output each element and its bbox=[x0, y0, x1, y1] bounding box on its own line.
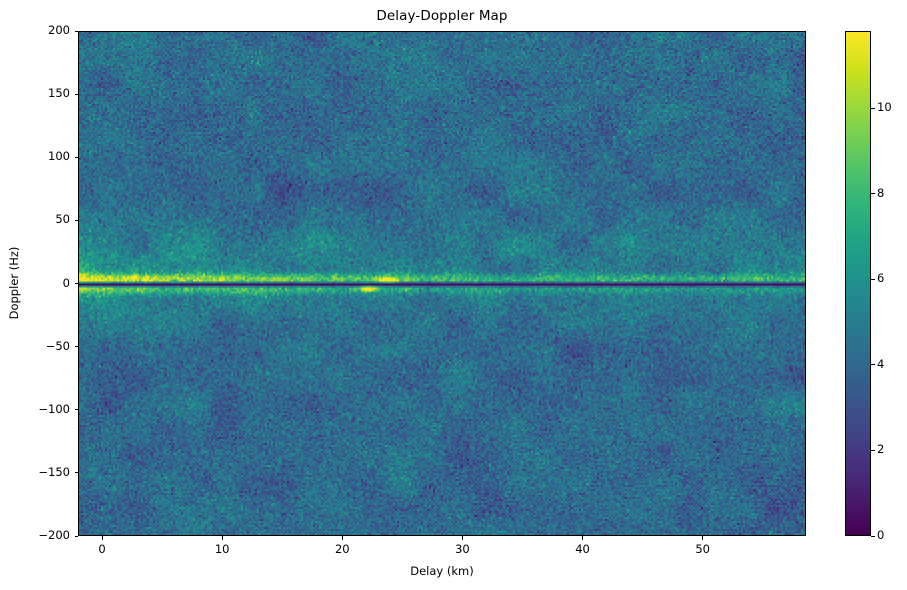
x-tick-label: 30 bbox=[455, 542, 470, 556]
heatmap-axes[interactable] bbox=[78, 31, 806, 536]
y-tick-mark bbox=[74, 346, 78, 348]
x-tick-mark bbox=[582, 536, 584, 540]
y-tick-mark bbox=[74, 30, 78, 32]
x-tick-label: 50 bbox=[695, 542, 710, 556]
y-tick-label: −200 bbox=[38, 528, 70, 542]
y-tick-mark bbox=[74, 93, 78, 95]
colorbar-gradient bbox=[846, 32, 870, 535]
y-tick-mark bbox=[74, 283, 78, 285]
x-tick-mark bbox=[341, 536, 343, 540]
y-tick-mark bbox=[74, 156, 78, 158]
x-tick-label: 20 bbox=[334, 542, 350, 556]
x-axis-label: Delay (km) bbox=[410, 564, 474, 578]
colorbar-tick-label: 0 bbox=[877, 528, 885, 542]
y-tick-label: 200 bbox=[48, 23, 70, 37]
y-tick-label: −100 bbox=[38, 401, 70, 416]
y-tick-mark bbox=[74, 219, 78, 221]
y-tick-mark bbox=[74, 535, 78, 537]
x-tick-label: 40 bbox=[575, 542, 590, 556]
colorbar-tick-label: 2 bbox=[877, 442, 885, 457]
colorbar-tick-label: 6 bbox=[877, 271, 885, 286]
y-tick-mark bbox=[74, 472, 78, 474]
x-tick-mark bbox=[461, 536, 464, 540]
colorbar-tick-label: 4 bbox=[877, 356, 885, 371]
y-tick-label: 150 bbox=[48, 86, 70, 101]
y-axis-label: Doppler (Hz) bbox=[7, 246, 21, 320]
y-tick-mark bbox=[74, 409, 78, 411]
colorbar[interactable] bbox=[845, 31, 871, 536]
colorbar-tick-label: 8 bbox=[877, 185, 885, 200]
colorbar-tick-label: 10 bbox=[877, 100, 892, 115]
y-tick-label: 50 bbox=[55, 212, 70, 227]
y-tick-label: 100 bbox=[48, 149, 70, 164]
x-tick-mark bbox=[702, 536, 704, 540]
y-tick-label: −150 bbox=[38, 464, 70, 479]
colorbar-tick-mark bbox=[871, 278, 875, 280]
y-tick-label: −50 bbox=[45, 338, 70, 353]
page-title: Delay-Doppler Map bbox=[376, 8, 508, 24]
x-tick-label: 0 bbox=[98, 542, 106, 556]
x-tick-mark bbox=[221, 536, 223, 540]
colorbar-tick-mark bbox=[871, 193, 875, 195]
colorbar-tick-mark bbox=[871, 449, 875, 451]
heatmap-image bbox=[79, 32, 805, 535]
y-tick-label: 0 bbox=[62, 275, 70, 290]
colorbar-tick-mark bbox=[871, 364, 875, 366]
colorbar-tick-mark bbox=[871, 107, 875, 109]
x-tick-label: 10 bbox=[214, 542, 230, 556]
x-tick-mark bbox=[101, 536, 103, 540]
colorbar-tick-mark bbox=[871, 535, 875, 537]
